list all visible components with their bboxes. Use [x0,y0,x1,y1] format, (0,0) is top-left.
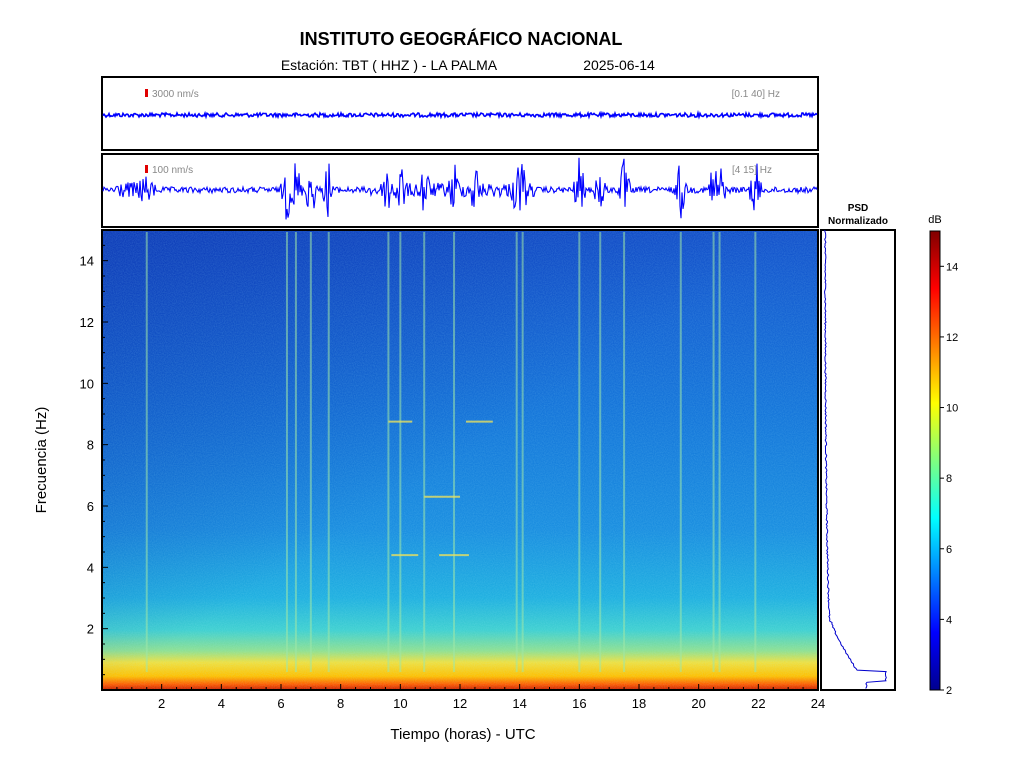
date-label: 2025-06-14 [583,57,655,73]
colorbar-tick-label: 8 [946,473,952,485]
seismogram-panel-broadband: 3000 nm/s [0.1 40] Hz [101,76,819,151]
event-stripe [754,232,757,672]
event-stripe [294,232,297,672]
trace-line [102,157,818,220]
event-stripe [453,232,456,672]
event-stripe [327,232,330,672]
y-tick-label: 2 [87,622,94,637]
event-stripe [599,232,602,672]
scale-label: 3000 nm/s [152,89,199,100]
band-label: [0.1 40] Hz [732,89,780,100]
scale-label: 100 nm/s [152,165,193,176]
y-axis-label: Frecuencia (Hz) [33,407,50,514]
y-tick-label: 14 [80,254,94,269]
psd-title: PSD [848,203,869,214]
colorbar-tick-label: 10 [946,403,958,415]
event-stripe [623,232,626,672]
scale-marker [145,165,148,173]
x-tick-label: 4 [218,696,225,711]
figure-title: INSTITUTO GEOGRÁFICO NACIONAL [300,28,623,49]
colorbar-tick-label: 6 [946,544,952,556]
x-axis-label: Tiempo (horas) - UTC [390,726,535,743]
x-tick-label: 24 [811,696,825,711]
y-tick-label: 4 [87,560,94,575]
seismogram-panel-filtered: 100 nm/s [4 15] Hz [101,153,819,228]
colorbar-tick-label: 14 [946,261,958,273]
colorbar-tick-label: 12 [946,332,958,344]
y-tick-label: 12 [80,315,94,330]
event-stripe [309,232,312,672]
event-stripe [578,232,581,672]
spectrogram-event-stripes [145,232,757,672]
event-stripe [387,232,390,672]
colorbar-ticks: 2 4 6 8 10 12 14 [940,261,958,697]
psd-curve [824,230,887,689]
psd-subtitle: Normalizado [828,216,888,227]
x-tick-label: 22 [751,696,765,711]
event-stripe [515,232,518,672]
y-tick-label: 10 [80,376,94,391]
station-label: Estación: TBT ( HHZ ) - LA PALMA [281,57,498,73]
x-tick-label: 14 [512,696,526,711]
event-stripe [399,232,402,672]
y-tick-label: 8 [87,438,94,453]
psd-panel: PSD Normalizado [820,203,896,691]
x-tick-label: 8 [337,696,344,711]
event-stripe [145,232,148,672]
y-tick-label: 6 [87,499,94,514]
x-tick-label: 10 [393,696,407,711]
x-tick-label: 6 [277,696,284,711]
seismogram-trace-filtered [102,157,818,220]
x-tick-label: 16 [572,696,586,711]
colorbar-unit: dB [928,214,941,226]
x-tick-label: 2 [158,696,165,711]
event-stripe [718,232,721,672]
event-stripe [423,232,426,672]
x-tick-label: 18 [632,696,646,711]
colorbar-tick-label: 2 [946,685,952,697]
y-axis: 2 4 6 8 10 12 14 [80,229,108,691]
x-axis: 2 4 6 8 10 12 14 16 18 20 22 24 [101,684,825,711]
x-tick-label: 12 [453,696,467,711]
colorbar: dB 2 4 6 8 10 12 14 [928,214,958,697]
band-label: [4 15] Hz [732,165,772,176]
trace-line [102,109,818,120]
event-stripe [285,232,288,672]
x-tick-label: 20 [691,696,705,711]
event-stripe [712,232,715,672]
seismogram-trace-broadband [102,109,818,120]
event-stripe [521,232,524,672]
event-stripe [679,232,682,672]
colorbar-tick-label: 4 [946,614,952,626]
scale-marker [145,89,148,97]
